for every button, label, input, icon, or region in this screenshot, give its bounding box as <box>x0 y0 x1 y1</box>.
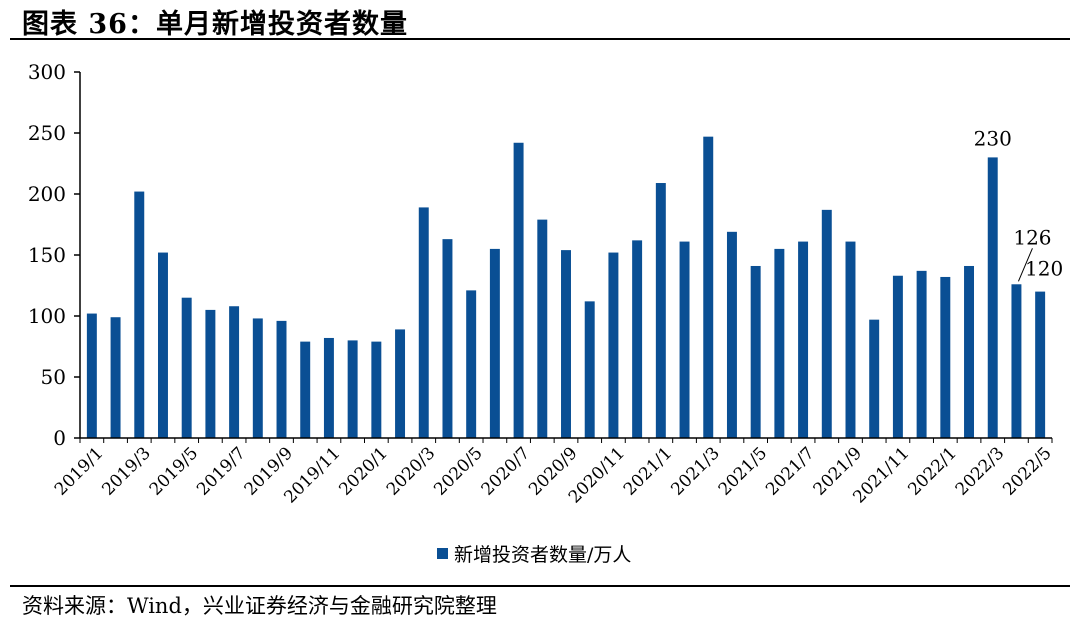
title-rule <box>10 38 1070 40</box>
bar-2021-1 <box>655 183 666 438</box>
x-tick-label: 2019/1 <box>51 443 107 499</box>
bar-2020-8 <box>537 219 548 438</box>
x-tick-label: 2019/5 <box>146 443 202 499</box>
bar-2019-7 <box>229 306 240 438</box>
bar-2021-10 <box>869 319 880 438</box>
bar-2019-12 <box>347 340 358 438</box>
source-note: 资料来源：Wind，兴业证券经济与金融研究院整理 <box>22 594 497 618</box>
x-tick-label: 2022/3 <box>952 443 1008 499</box>
bar-2020-1 <box>371 341 382 438</box>
y-axis: 0 50 100 150 200 250 300 <box>28 60 81 450</box>
bar-2022-3 <box>987 157 998 438</box>
annotation-leader <box>1017 248 1033 282</box>
x-tick-label: 2019/3 <box>98 443 154 499</box>
bar-2021-12 <box>916 270 927 438</box>
y-tick-label: 300 <box>28 60 66 84</box>
bars <box>86 136 1046 438</box>
bar-2022-4 <box>1011 284 1022 438</box>
bar-2020-7 <box>513 142 524 438</box>
bar-2019-10 <box>300 341 311 438</box>
bar-2021-4 <box>726 231 737 438</box>
x-tick-label: 2022/1 <box>904 443 960 499</box>
x-tick-label: 2022/5 <box>999 443 1055 499</box>
bar-2019-6 <box>205 309 216 438</box>
bar-2019-1 <box>86 313 97 438</box>
bar-2020-11 <box>608 252 619 438</box>
bar-2020-5 <box>466 290 477 438</box>
bar-2021-3 <box>703 136 714 438</box>
bar-2020-9 <box>561 250 571 438</box>
bar-2019-5 <box>181 297 192 438</box>
y-tick-label: 250 <box>28 121 66 145</box>
bar-2021-9 <box>845 241 856 438</box>
bar-2019-3 <box>134 191 145 438</box>
bar-2022-1 <box>940 276 951 438</box>
data-label-2022-5: 120 <box>1025 257 1063 281</box>
legend-swatch <box>437 548 448 559</box>
x-tick-label: 2021/5 <box>715 443 771 499</box>
bar-2021-11 <box>892 275 903 438</box>
x-tick-label: 2021/3 <box>667 443 723 499</box>
x-tick-label: 2020/7 <box>478 443 534 499</box>
bar-chart: 0 50 100 150 200 250 300 2019/12019/32019/5201… <box>28 60 1063 507</box>
data-label-2022-3: 230 <box>974 126 1012 150</box>
bar-2021-8 <box>821 209 832 438</box>
bar-2022-2 <box>964 265 975 438</box>
x-tick-label: 2019/7 <box>193 443 249 499</box>
bar-2021-6 <box>774 248 785 438</box>
y-tick-label: 0 <box>53 426 66 450</box>
bar-2020-6 <box>489 248 500 438</box>
bar-2020-4 <box>442 239 453 438</box>
chart-title: 图表 36：单月新增投资者数量 <box>22 9 408 40</box>
bar-2020-3 <box>418 207 429 438</box>
x-tick-label: 2021/1 <box>620 443 676 499</box>
x-tick-label: 2020/5 <box>430 443 486 499</box>
y-tick-label: 50 <box>41 365 66 389</box>
bar-2021-7 <box>798 241 809 438</box>
bar-2019-4 <box>157 252 168 438</box>
bar-2020-10 <box>584 301 595 438</box>
bar-2019-2 <box>110 317 121 438</box>
data-label-2022-4: 126 <box>1013 225 1051 249</box>
y-tick-label: 200 <box>28 182 66 206</box>
bar-2022-5 <box>1035 291 1046 438</box>
x-tick-label: 2020/1 <box>335 443 391 499</box>
y-tick-label: 100 <box>28 304 66 328</box>
source-rule <box>10 585 1070 587</box>
bar-2019-8 <box>252 318 263 438</box>
x-axis: 2019/12019/32019/52019/72019/92019/11202… <box>51 437 1056 507</box>
bar-2021-2 <box>679 241 690 438</box>
bar-2021-5 <box>750 265 761 438</box>
legend-label: 新增投资者数量/万人 <box>454 544 632 566</box>
legend: 新增投资者数量/万人 <box>437 540 631 567</box>
annotations: 230 126 120 <box>974 126 1063 282</box>
bar-2019-9 <box>276 320 287 438</box>
bar-2020-2 <box>395 329 406 438</box>
bar-2020-12 <box>632 240 643 438</box>
x-tick-label: 2020/3 <box>383 443 439 499</box>
y-tick-label: 150 <box>28 243 66 267</box>
x-tick-label: 2021/7 <box>762 443 818 499</box>
bar-2019-11 <box>323 337 334 438</box>
